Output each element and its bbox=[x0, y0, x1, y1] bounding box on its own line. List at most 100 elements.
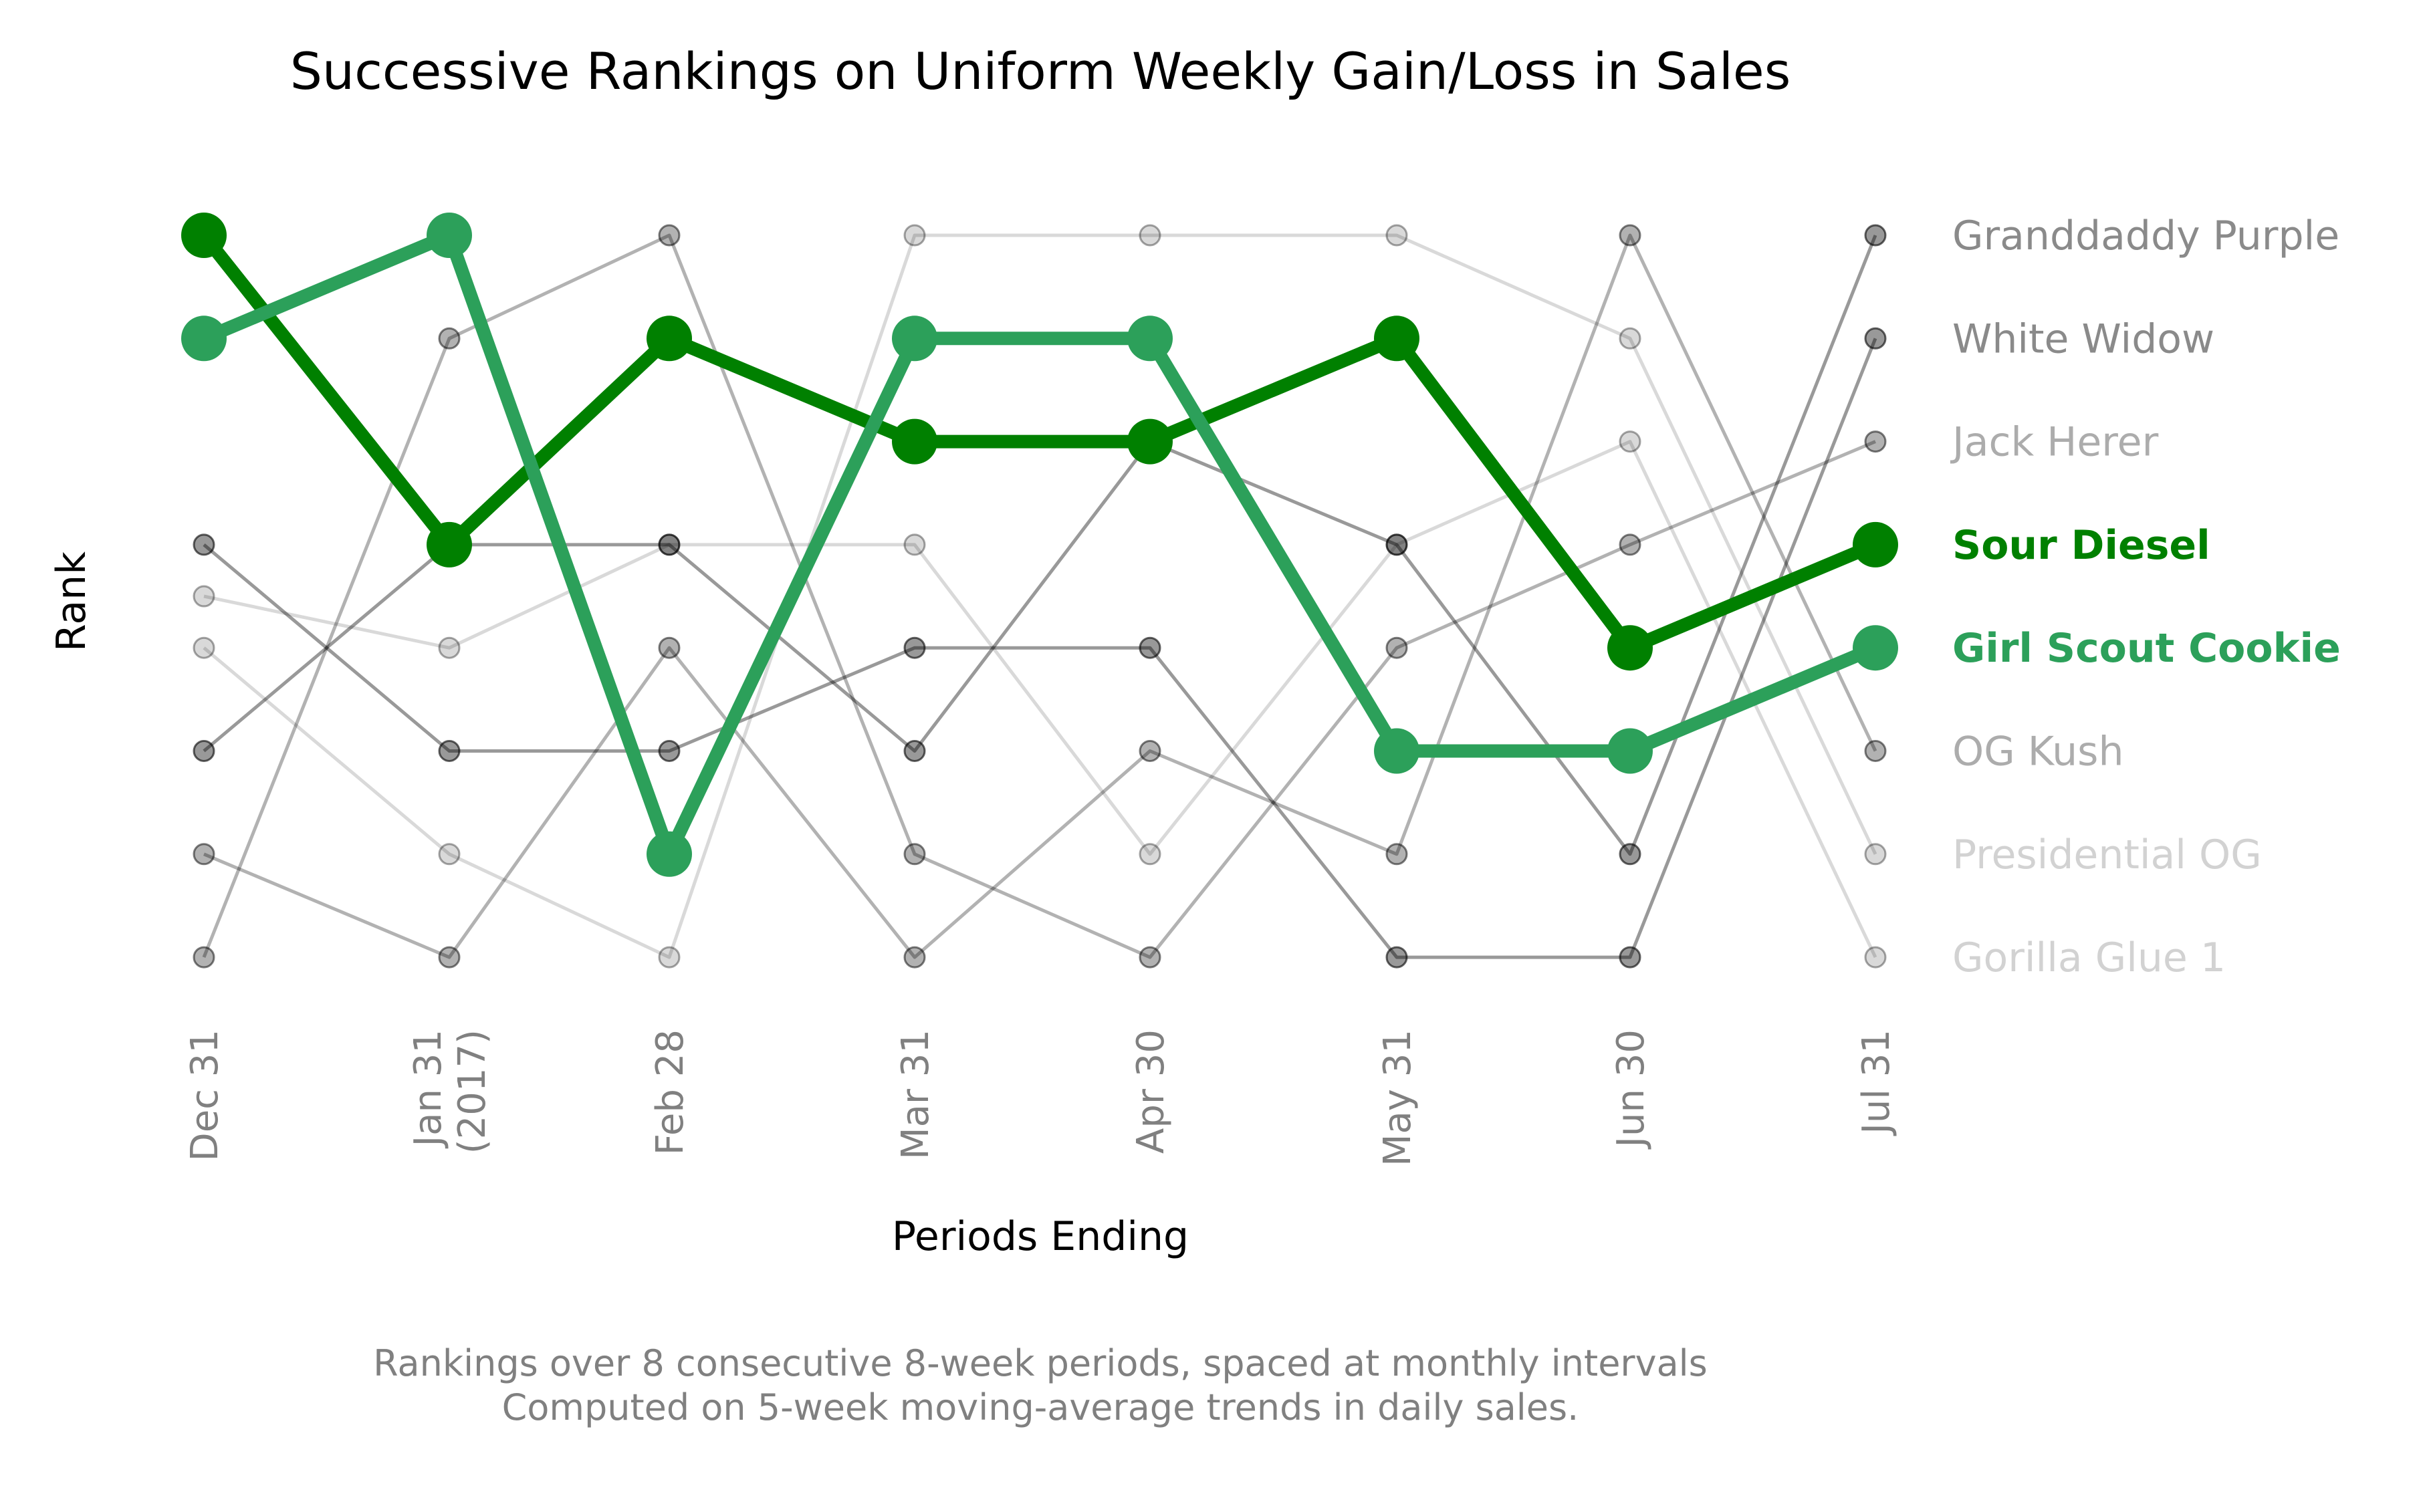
point-og-kush-7 bbox=[1864, 740, 1887, 762]
x-tick-jan-31-2017: Jan 31(2017) bbox=[407, 1029, 494, 1154]
series-line-white-widow bbox=[203, 338, 1877, 959]
point-girl-scout-cookie-1 bbox=[427, 213, 472, 258]
point-presidential-og-1 bbox=[438, 843, 461, 866]
point-presidential-og-7 bbox=[1864, 843, 1887, 866]
legend-label-white-widow: White Widow bbox=[1952, 316, 2214, 362]
series-line-sour-diesel bbox=[199, 231, 1878, 655]
point-gorilla-glue-1-2 bbox=[658, 533, 681, 556]
point-white-widow-2 bbox=[658, 740, 681, 762]
point-og-kush-0 bbox=[193, 843, 215, 866]
caption-line-2: Computed on 5-week moving-average trends… bbox=[502, 1386, 1579, 1428]
point-white-widow-6 bbox=[1619, 946, 1641, 969]
point-og-kush-2 bbox=[658, 636, 681, 659]
legend-label-og-kush: OG Kush bbox=[1952, 729, 2123, 775]
point-sour-diesel-3 bbox=[892, 418, 937, 465]
x-axis-label: Periods Ending bbox=[892, 1213, 1189, 1260]
point-jack-herer-6 bbox=[1619, 533, 1641, 556]
point-gorilla-glue-1-7 bbox=[1864, 946, 1887, 969]
point-presidential-og-2 bbox=[658, 946, 681, 969]
x-tick-apr-30: Apr 30 bbox=[1129, 1029, 1173, 1154]
point-girl-scout-cookie-2 bbox=[647, 831, 692, 877]
legend-label-girl-scout-cookie: Girl Scout Cookie bbox=[1952, 625, 2341, 672]
legend-label-sour-diesel: Sour Diesel bbox=[1952, 522, 2210, 569]
point-girl-scout-cookie-7 bbox=[1853, 625, 1898, 671]
legend-label-jack-herer: Jack Herer bbox=[1950, 419, 2159, 466]
series-presidential-og bbox=[193, 224, 1887, 969]
point-presidential-og-6 bbox=[1619, 327, 1641, 350]
series-gorilla-glue-1 bbox=[193, 430, 1887, 969]
point-gorilla-glue-1-3 bbox=[903, 533, 926, 556]
point-presidential-og-5 bbox=[1385, 224, 1408, 247]
point-white-widow-1 bbox=[438, 740, 461, 762]
point-jack-herer-2 bbox=[658, 224, 681, 247]
series-og-kush bbox=[193, 224, 1887, 969]
point-granddaddy-purple-7 bbox=[1864, 224, 1887, 247]
point-jack-herer-3 bbox=[903, 843, 926, 866]
point-sour-diesel-4 bbox=[1127, 418, 1173, 465]
x-tick-jul-31: Jul 31 bbox=[1855, 1029, 1898, 1136]
point-sour-diesel-2 bbox=[647, 316, 692, 362]
x-tick-labels: Dec 31 Jan 31(2017) Feb 28 Mar 31 Apr 30 May … bbox=[183, 1029, 1898, 1166]
legend-label-gorilla-glue-1: Gorilla Glue 1 bbox=[1952, 934, 2226, 981]
series-layer bbox=[181, 213, 1898, 969]
point-granddaddy-purple-5 bbox=[1385, 533, 1408, 556]
x-tick-dec-31: Dec 31 bbox=[183, 1029, 227, 1161]
point-presidential-og-3 bbox=[903, 224, 926, 247]
legend-label-presidential-og: Presidential OG bbox=[1952, 832, 2262, 878]
point-granddaddy-purple-3 bbox=[903, 740, 926, 762]
point-girl-scout-cookie-4 bbox=[1127, 316, 1173, 362]
point-white-widow-4 bbox=[1139, 636, 1161, 659]
point-jack-herer-7 bbox=[1864, 430, 1887, 453]
point-jack-herer-5 bbox=[1385, 636, 1408, 659]
series-white-widow bbox=[193, 327, 1887, 969]
point-gorilla-glue-1-6 bbox=[1619, 430, 1641, 453]
point-girl-scout-cookie-6 bbox=[1607, 728, 1653, 774]
point-presidential-og-0 bbox=[193, 636, 215, 659]
point-sour-diesel-0 bbox=[181, 213, 227, 258]
point-white-widow-0 bbox=[193, 533, 215, 556]
point-jack-herer-4 bbox=[1139, 946, 1161, 969]
x-tick-jun-30: Jun 30 bbox=[1609, 1029, 1653, 1150]
point-og-kush-4 bbox=[1139, 740, 1161, 762]
point-white-widow-3 bbox=[903, 636, 926, 659]
legend-label-granddaddy-purple: Granddaddy Purple bbox=[1952, 213, 2339, 259]
point-jack-herer-1 bbox=[438, 327, 461, 350]
x-tick-feb-28: Feb 28 bbox=[649, 1029, 692, 1155]
point-granddaddy-purple-6 bbox=[1619, 843, 1641, 866]
chart-title: Successive Rankings on Uniform Weekly Ga… bbox=[290, 41, 1791, 101]
series-line-girl-scout-cookie bbox=[201, 229, 1878, 861]
y-axis-label: Rank bbox=[48, 551, 95, 652]
legend: Granddaddy Purple White Widow Jack Herer So… bbox=[1950, 213, 2341, 981]
point-granddaddy-purple-0 bbox=[193, 740, 215, 762]
point-sour-diesel-7 bbox=[1853, 521, 1898, 568]
point-gorilla-glue-1-4 bbox=[1139, 843, 1161, 866]
point-og-kush-1 bbox=[438, 946, 461, 969]
caption-line-1: Rankings over 8 consecutive 8-week perio… bbox=[373, 1342, 1708, 1384]
point-sour-diesel-5 bbox=[1374, 316, 1419, 362]
series-line-presidential-og bbox=[203, 233, 1877, 959]
series-line-gorilla-glue-1 bbox=[203, 440, 1877, 959]
point-gorilla-glue-1-0 bbox=[193, 585, 215, 608]
point-og-kush-5 bbox=[1385, 843, 1408, 866]
series-sour-diesel bbox=[181, 213, 1898, 671]
x-tick-mar-31: Mar 31 bbox=[894, 1029, 937, 1160]
point-og-kush-3 bbox=[903, 946, 926, 969]
point-presidential-og-4 bbox=[1139, 224, 1161, 247]
point-girl-scout-cookie-5 bbox=[1374, 728, 1419, 774]
point-girl-scout-cookie-0 bbox=[181, 316, 227, 362]
point-og-kush-6 bbox=[1619, 224, 1641, 247]
point-sour-diesel-1 bbox=[427, 521, 472, 568]
point-white-widow-5 bbox=[1385, 946, 1408, 969]
point-girl-scout-cookie-3 bbox=[892, 316, 937, 362]
x-tick-may-31: May 31 bbox=[1376, 1029, 1419, 1166]
point-sour-diesel-6 bbox=[1607, 625, 1653, 671]
point-jack-herer-0 bbox=[193, 946, 215, 969]
series-line-og-kush bbox=[203, 233, 1877, 959]
point-gorilla-glue-1-1 bbox=[438, 636, 461, 659]
point-gorilla-glue-1-5 bbox=[1385, 533, 1408, 556]
series-line-granddaddy-purple bbox=[203, 235, 1877, 856]
series-girl-scout-cookie bbox=[181, 213, 1898, 877]
point-granddaddy-purple-2 bbox=[658, 533, 681, 556]
point-white-widow-7 bbox=[1864, 327, 1887, 350]
